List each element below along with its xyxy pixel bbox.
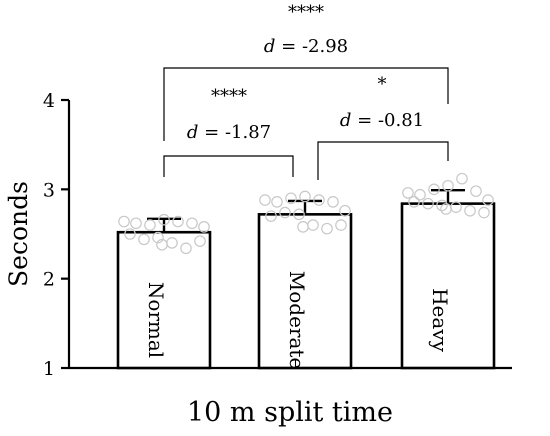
data-point [130, 217, 142, 230]
data-point [118, 215, 130, 228]
data-point [293, 208, 305, 221]
data-point [335, 219, 347, 231]
y-tick-label: 3 [43, 179, 55, 201]
significance-stars: **** [288, 2, 324, 23]
data-point [299, 190, 311, 203]
y-tick-label: 1 [43, 358, 55, 380]
data-point [297, 221, 309, 233]
significance-bracket [163, 155, 294, 177]
data-point [285, 192, 297, 205]
data-point [408, 196, 420, 208]
data-point [478, 206, 490, 219]
significance-stars: * [378, 74, 387, 95]
bar-moderate [257, 213, 353, 370]
data-point [422, 197, 434, 210]
bar-normal [116, 230, 212, 370]
data-point [259, 194, 271, 206]
data-point [339, 204, 351, 217]
category-label-moderate: Moderate [285, 271, 309, 370]
effect-size-label: d = -1.87 [187, 122, 271, 143]
data-point [436, 199, 448, 212]
category-label-normal: Normal [144, 282, 168, 358]
data-point [279, 206, 291, 219]
data-point [482, 194, 494, 206]
data-point [194, 235, 206, 247]
data-point [198, 221, 210, 233]
data-point [313, 194, 325, 206]
data-point [327, 196, 339, 208]
data-point [124, 228, 136, 240]
data-point [172, 215, 184, 228]
data-point [138, 233, 150, 246]
y-axis-title: Seconds [4, 181, 33, 287]
effect-size-symbol: d [187, 122, 199, 143]
data-point [186, 217, 198, 230]
y-tick-label: 2 [43, 269, 55, 291]
data-point [321, 222, 333, 235]
data-point [456, 172, 468, 185]
data-point [156, 238, 168, 251]
x-axis-title: 10 m split time [187, 397, 393, 428]
effect-size-symbol: d [340, 110, 352, 131]
data-point [271, 196, 283, 208]
data-point [265, 210, 277, 222]
significance-stars: **** [211, 86, 247, 107]
effect-size-label: d = -2.98 [264, 36, 348, 57]
y-tick-label: 4 [43, 90, 55, 112]
significance-bracket [317, 141, 449, 180]
data-point [442, 179, 454, 192]
data-point [158, 213, 170, 226]
data-point [440, 203, 452, 215]
category-label-heavy: Heavy [428, 288, 452, 353]
effect-size-value: = -0.81 [351, 110, 424, 131]
data-point [152, 231, 164, 244]
data-point [414, 188, 426, 201]
data-point [470, 185, 482, 197]
data-point [144, 219, 156, 231]
bar-heavy [400, 202, 496, 370]
significance-bracket [163, 67, 449, 141]
data-point [428, 183, 440, 196]
data-point [180, 242, 192, 255]
effect-size-symbol: d [264, 36, 276, 57]
data-point [464, 204, 476, 217]
effect-size-label: d = -0.81 [340, 110, 424, 131]
data-point [402, 187, 414, 199]
effect-size-value: = -1.87 [198, 122, 271, 143]
effect-size-value: = -2.98 [275, 36, 348, 57]
